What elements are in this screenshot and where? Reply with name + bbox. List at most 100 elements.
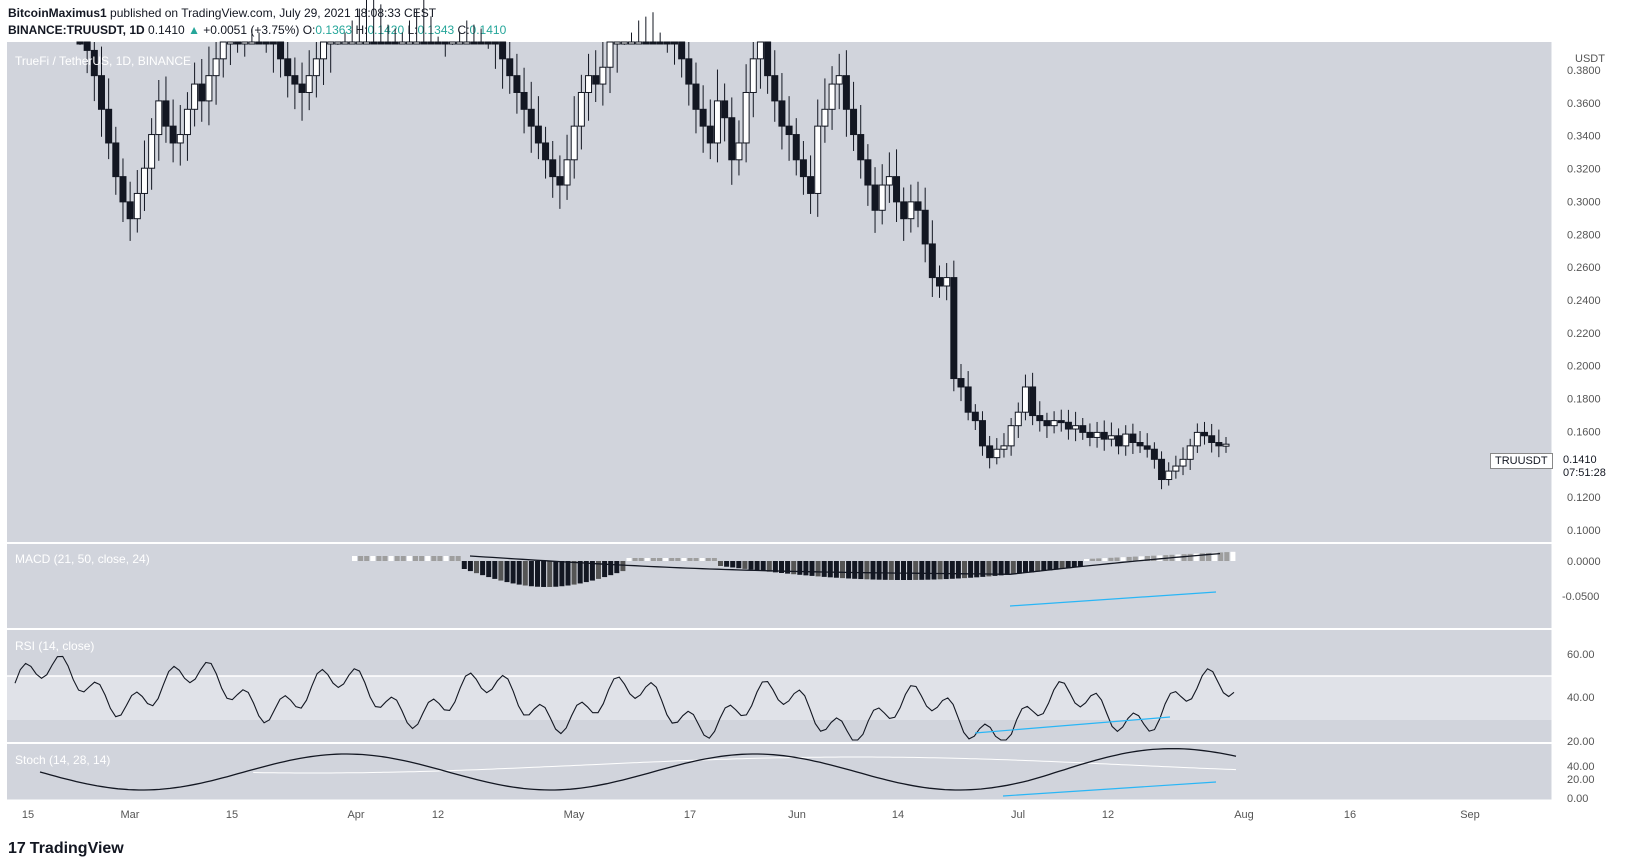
candle-body[interactable] (1222, 443, 1230, 447)
candle-body[interactable] (1057, 420, 1065, 424)
publisher-name[interactable]: BitcoinMaximus1 (8, 6, 107, 20)
candle-body[interactable] (405, 41, 413, 45)
candle-body[interactable] (441, 41, 449, 45)
candle-body[interactable] (885, 176, 893, 186)
candle-body[interactable] (320, 41, 328, 60)
candle-body[interactable] (1179, 458, 1187, 467)
candle-body[interactable] (226, 41, 234, 45)
candle-body[interactable] (814, 125, 822, 194)
stoch-legend[interactable]: Stoch (14, 28, 14) (15, 753, 110, 767)
candle-body[interactable] (305, 75, 313, 93)
candle-body[interactable] (1064, 421, 1072, 430)
tradingview-brand[interactable]: 17 TradingView (8, 840, 124, 858)
candle-body[interactable] (577, 91, 585, 127)
candle-body[interactable] (248, 41, 256, 45)
candle-body[interactable] (384, 41, 392, 45)
candle-body[interactable] (348, 41, 356, 45)
candle-body[interactable] (162, 100, 170, 127)
symbol-label[interactable]: BINANCE:TRUUSDT, 1D (8, 23, 145, 37)
candle-body[interactable] (363, 41, 370, 45)
candle-body[interactable] (391, 41, 399, 45)
candle-body[interactable] (778, 100, 786, 127)
candle-body[interactable] (284, 58, 292, 77)
candle-body[interactable] (871, 184, 879, 211)
candle-body[interactable] (864, 159, 872, 186)
candle-body[interactable] (943, 277, 951, 287)
candle-body[interactable] (964, 386, 972, 413)
candle-body[interactable] (656, 41, 664, 45)
candle-body[interactable] (513, 75, 521, 93)
candle-body[interactable] (1014, 411, 1022, 427)
candle-body[interactable] (1115, 435, 1123, 447)
candle-body[interactable] (1100, 431, 1108, 440)
candle-body[interactable] (986, 445, 994, 459)
candle-body[interactable] (1036, 415, 1044, 422)
candle-body[interactable] (613, 41, 621, 45)
candle-body[interactable] (713, 100, 721, 144)
candle-body[interactable] (277, 41, 285, 60)
candle-body[interactable] (1215, 441, 1223, 447)
candle-body[interactable] (1021, 386, 1029, 413)
candle-body[interactable] (1150, 448, 1158, 460)
candle-body[interactable] (749, 58, 757, 93)
candle-body[interactable] (928, 243, 936, 279)
candle-body[interactable] (219, 41, 227, 60)
candle-body[interactable] (1172, 465, 1180, 472)
candle-body[interactable] (1143, 445, 1151, 450)
candle-body[interactable] (413, 41, 421, 45)
candle-body[interactable] (1079, 425, 1087, 433)
candle-body[interactable] (140, 167, 148, 194)
candle-body[interactable] (771, 75, 779, 102)
candle-body[interactable] (119, 176, 127, 203)
candle-body[interactable] (133, 192, 141, 220)
candle-body[interactable] (842, 75, 850, 110)
candle-body[interactable] (148, 134, 156, 169)
candle-body[interactable] (355, 41, 363, 45)
candle-body[interactable] (1007, 425, 1015, 447)
candle-body[interactable] (978, 420, 986, 447)
candle-body[interactable] (835, 75, 843, 85)
candle-body[interactable] (549, 159, 557, 178)
candle-body[interactable] (370, 41, 378, 45)
candle-body[interactable] (699, 108, 707, 127)
candle-body[interactable] (592, 75, 600, 85)
macd-trendline[interactable] (1009, 591, 1217, 607)
candle-body[interactable] (792, 134, 800, 161)
candle-body[interactable] (756, 41, 764, 60)
candle-body[interactable] (685, 58, 693, 85)
candle-body[interactable] (1186, 445, 1194, 460)
candle-body[interactable] (728, 117, 736, 161)
candle-body[interactable] (234, 41, 242, 45)
candle-body[interactable] (620, 41, 628, 45)
candle-body[interactable] (957, 378, 965, 388)
candle-body[interactable] (327, 41, 335, 45)
candle-body[interactable] (828, 83, 836, 110)
candle-body[interactable] (735, 142, 743, 161)
candle-body[interactable] (520, 91, 528, 110)
candle-body[interactable] (850, 108, 858, 136)
candle-body[interactable] (670, 41, 678, 45)
candle-body[interactable] (341, 41, 349, 45)
stoch-trendline[interactable] (1002, 781, 1217, 797)
candle-body[interactable] (434, 41, 442, 45)
candle-body[interactable] (534, 125, 542, 144)
candle-body[interactable] (112, 142, 120, 178)
candle-body[interactable] (448, 41, 456, 45)
candle-body[interactable] (1136, 441, 1144, 447)
candle-body[interactable] (484, 41, 492, 45)
candle-body[interactable] (807, 176, 815, 194)
candle-body[interactable] (606, 41, 614, 68)
candle-body[interactable] (334, 41, 342, 45)
candle-body[interactable] (649, 41, 657, 45)
candle-body[interactable] (1107, 435, 1115, 440)
candle-body[interactable] (936, 277, 943, 287)
candle-body[interactable] (1093, 431, 1101, 438)
candle-body[interactable] (678, 41, 686, 60)
macd-panel[interactable] (7, 544, 1552, 628)
candle-body[interactable] (420, 41, 428, 45)
rsi-legend[interactable]: RSI (14, close) (15, 639, 94, 653)
candle-body[interactable] (556, 176, 564, 186)
candle-body[interactable] (97, 75, 105, 110)
candle-body[interactable] (1165, 470, 1173, 481)
